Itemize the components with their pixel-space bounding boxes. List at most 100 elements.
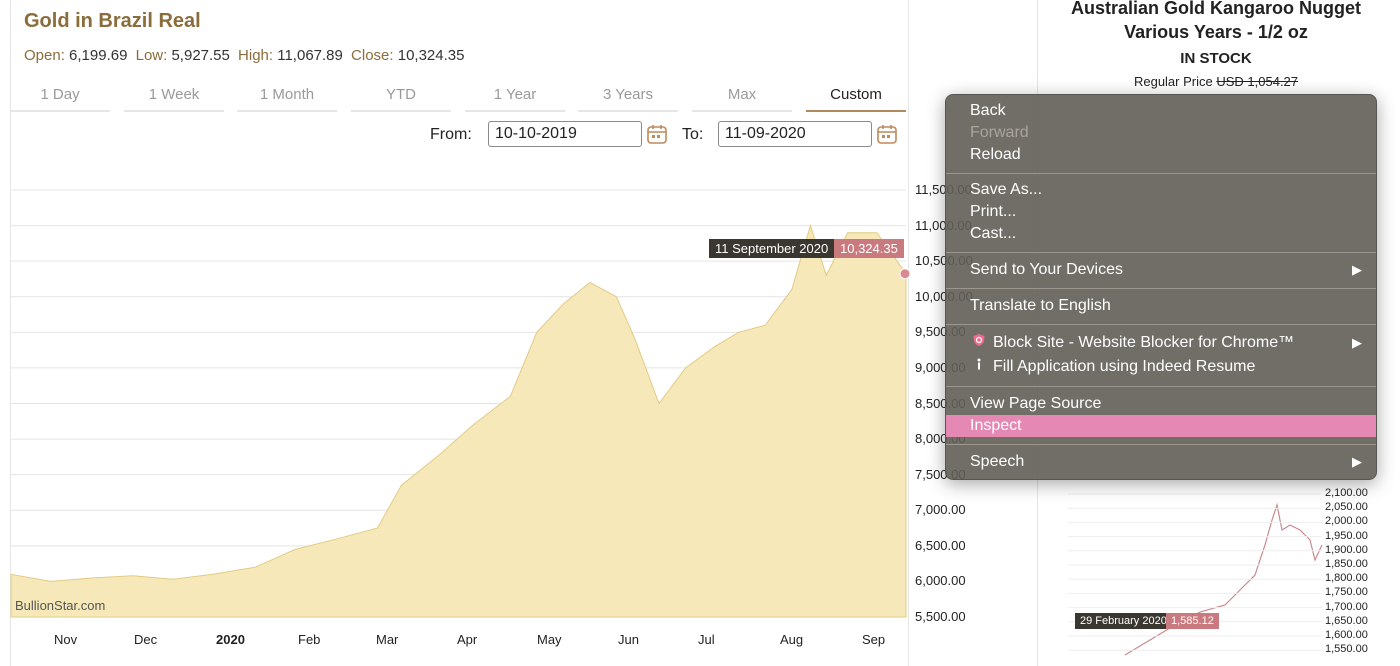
menu-separator [946, 173, 1376, 174]
mini-y-tick-label: 1,600.00 [1325, 629, 1368, 641]
tab-1-day[interactable]: 1 Day [10, 84, 110, 112]
regular-price: Regular Price USD 1,054.27 [1045, 74, 1387, 89]
menu-item-translate[interactable]: Translate to English [946, 295, 1376, 317]
regular-price-value: USD 1,054.27 [1216, 74, 1299, 89]
to-label: To: [682, 126, 704, 143]
tab-1-month[interactable]: 1 Month [237, 84, 337, 112]
y-tick-label: 6,500.00 [915, 537, 966, 553]
tooltip-date: 11 September 2020 [709, 239, 835, 258]
last-price-marker[interactable] [899, 268, 911, 280]
menu-item-label: Save As... [970, 181, 1043, 198]
mini-y-tick-label: 1,700.00 [1325, 600, 1368, 613]
high-label: High: [238, 47, 274, 64]
tab-3-years[interactable]: 3 Years [578, 84, 678, 112]
menu-separator [946, 444, 1376, 445]
menu-item-label: View Page Source [970, 395, 1102, 412]
open-value: 6,199.69 [69, 47, 128, 64]
menu-item-label: Back [970, 102, 1006, 119]
mini-y-tick-label: 1,950.00 [1325, 529, 1368, 542]
mini-y-tick-label: 1,750.00 [1325, 586, 1368, 599]
mini-y-tick-label: 1,850.00 [1325, 558, 1368, 570]
low-label: Low: [135, 47, 168, 64]
calendar-icon[interactable] [876, 123, 898, 145]
menu-item-block-site[interactable]: Block Site - Website Blocker for Chrome™… [946, 332, 1376, 354]
tab-1-week[interactable]: 1 Week [124, 84, 224, 112]
from-label: From: [430, 126, 472, 143]
x-tick-label: 2020 [216, 632, 245, 647]
close-value: 10,324.35 [397, 47, 465, 64]
calendar-icon[interactable] [646, 123, 668, 145]
ohlc-summary: Open: 6,199.69 Low: 5,927.55 High: 11,06… [24, 47, 468, 64]
y-tick-label: 6,000.00 [915, 573, 966, 589]
gold-chart-panel [10, 0, 909, 666]
x-tick-label: Sep [862, 632, 886, 647]
menu-item-label: Print... [970, 203, 1017, 220]
tab-custom[interactable]: Custom [806, 84, 906, 112]
submenu-arrow-icon: ▶ [1352, 262, 1362, 277]
mini-y-tick-label: 1,800.00 [1325, 572, 1368, 585]
x-tick-label: Mar [376, 632, 399, 647]
x-tick-label: May [537, 632, 562, 647]
x-tick-label: Nov [54, 632, 78, 647]
menu-item-label: Reload [970, 146, 1021, 163]
menu-item-print[interactable]: Print... [946, 201, 1376, 223]
mini-y-tick-label: 2,100.00 [1325, 487, 1368, 499]
submenu-arrow-icon: ▶ [1352, 335, 1362, 350]
chart-watermark: BullionStar.com [15, 598, 106, 613]
menu-separator [946, 324, 1376, 325]
mini-y-tick-label: 1,650.00 [1325, 614, 1368, 627]
x-tick-label: Jun [618, 632, 639, 647]
mini-y-tick-label: 1,900.00 [1325, 543, 1368, 556]
menu-item-label: Translate to English [970, 297, 1111, 314]
tab-ytd[interactable]: YTD [351, 84, 451, 112]
page-title: Gold in Brazil Real [24, 10, 201, 32]
tooltip-value: 10,324.35 [834, 239, 904, 258]
info-icon [970, 356, 988, 378]
x-tick-label: Aug [780, 632, 804, 647]
regular-price-label: Regular Price [1133, 74, 1213, 89]
menu-item-fill-application[interactable]: Fill Application using Indeed Resume [946, 356, 1376, 378]
range-tabs: 1 Day 1 Week 1 Month YTD 1 Year 3 Years … [10, 84, 907, 112]
mini-y-tick-label: 1,550.00 [1325, 643, 1368, 656]
product-title[interactable]: Australian Gold Kangaroo Nugget Various … [1045, 0, 1387, 44]
x-tick-label: Jul [698, 632, 715, 647]
menu-item-label: Fill Application using Indeed Resume [993, 358, 1256, 375]
menu-item-label: Forward [970, 124, 1029, 141]
low-value: 5,927.55 [171, 47, 230, 64]
from-date-input[interactable] [488, 121, 642, 147]
submenu-arrow-icon: ▶ [1352, 454, 1362, 469]
menu-item-view-source[interactable]: View Page Source [946, 393, 1376, 415]
menu-item-label: Block Site - Website Blocker for Chrome™ [993, 334, 1295, 351]
menu-item-cast[interactable]: Cast... [946, 223, 1376, 245]
x-tick-label: Apr [457, 632, 478, 647]
x-tick-label: Dec [134, 632, 158, 647]
menu-separator [946, 386, 1376, 387]
menu-item-label: Cast... [970, 225, 1017, 242]
menu-item-inspect[interactable]: Inspect [946, 415, 1376, 437]
menu-item-label: Send to Your Devices [970, 261, 1123, 278]
open-label: Open: [24, 47, 65, 64]
menu-separator [946, 288, 1376, 289]
menu-item-reload[interactable]: Reload [946, 144, 1376, 166]
x-tick-label: Feb [298, 632, 321, 647]
tab-1-year[interactable]: 1 Year [465, 84, 565, 112]
menu-item-back[interactable]: Back [946, 100, 1376, 122]
stock-status: IN STOCK [1180, 50, 1252, 67]
context-menu: Back Forward Reload Save As... Print... … [945, 94, 1377, 480]
tab-max[interactable]: Max [692, 84, 792, 112]
mini-y-tick-label: 2,000.00 [1325, 515, 1368, 528]
menu-item-send-to-devices[interactable]: Send to Your Devices ▶ [946, 259, 1376, 281]
product-title-line1: Australian Gold Kangaroo Nugget [1070, 0, 1361, 18]
y-tick-label: 7,000.00 [915, 502, 966, 518]
price-area [10, 223, 907, 618]
menu-item-speech[interactable]: Speech ▶ [946, 451, 1376, 473]
shield-icon [970, 332, 988, 354]
mini-chart-grid [1068, 493, 1322, 651]
to-date-input[interactable] [718, 121, 872, 147]
mini-y-tick-label: 2,050.00 [1325, 501, 1368, 514]
menu-item-save-as[interactable]: Save As... [946, 179, 1376, 201]
menu-item-label: Inspect [970, 417, 1022, 434]
y-tick-label: 5,500.00 [915, 609, 966, 624]
menu-item-label: Speech [970, 453, 1025, 470]
